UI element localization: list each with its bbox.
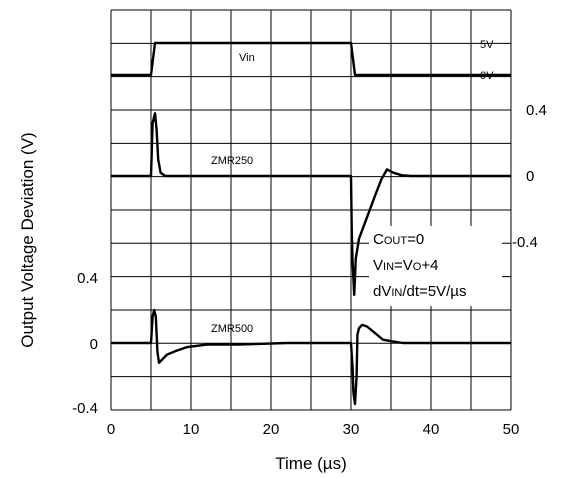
series-label-vin: Vin (239, 52, 255, 64)
series-label-zmr500: ZMR500 (211, 323, 253, 335)
right-tick-vin-5v: 5V (480, 39, 494, 51)
annotation-vin: VIN=VO+4 (373, 257, 438, 274)
series-line-zmr500 (111, 308, 511, 406)
annotation-box (369, 226, 502, 306)
left-tick-zmr500-0: 0 (90, 336, 98, 353)
x-tick-50: 50 (503, 421, 520, 438)
series-label-zmr250: ZMR250 (211, 155, 253, 167)
x-tick-0: 0 (107, 421, 115, 438)
chart-grid (110, 9, 512, 411)
right-tick-zmr250-0: 0 (526, 168, 534, 185)
right-tick-vin-0v: 0V (480, 70, 494, 82)
series-line-vin (111, 41, 511, 77)
y-axis-title: Output Voltage Deviation (V) (18, 132, 37, 347)
annotation-dvdt: dVIN/dt=5V/µs (373, 283, 466, 300)
right-tick-zmr250-0.4: 0.4 (526, 102, 547, 119)
x-tick-40: 40 (423, 421, 440, 438)
chart-traces (111, 41, 511, 406)
right-tick-zmr250-neg0.4: -0.4 (512, 234, 538, 251)
left-tick-zmr500-0.4: 0.4 (77, 270, 98, 287)
left-tick-zmr500-neg0.4: -0.4 (72, 400, 98, 417)
x-tick-30: 30 (343, 421, 360, 438)
annotation-cout: COUT=0 (373, 231, 424, 248)
series-line-zmr250 (111, 112, 511, 296)
x-axis-title: Time (µs) (275, 454, 347, 473)
x-tick-20: 20 (263, 421, 280, 438)
x-tick-10: 10 (183, 421, 200, 438)
